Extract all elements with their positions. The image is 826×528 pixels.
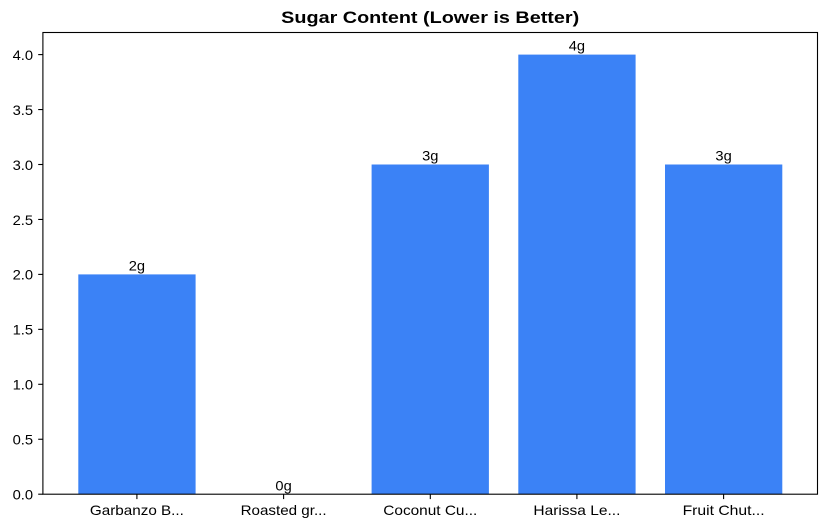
svg-text:1.5: 1.5: [13, 322, 34, 338]
svg-text:3.5: 3.5: [13, 102, 34, 118]
svg-text:Sugar Content (Lower is Better: Sugar Content (Lower is Better): [281, 8, 579, 27]
svg-text:4g: 4g: [569, 38, 585, 54]
svg-text:0.5: 0.5: [13, 432, 34, 448]
svg-text:Fruit Chut...: Fruit Chut...: [683, 502, 765, 518]
svg-text:0.0: 0.0: [13, 487, 34, 503]
svg-text:Harissa Le...: Harissa Le...: [533, 502, 620, 518]
svg-text:4.0: 4.0: [13, 47, 34, 63]
svg-text:Garbanzo B...: Garbanzo B...: [90, 502, 184, 518]
svg-text:3.0: 3.0: [13, 157, 34, 173]
svg-text:0g: 0g: [275, 478, 291, 494]
svg-text:1.0: 1.0: [13, 377, 34, 393]
svg-text:2.5: 2.5: [13, 212, 34, 228]
svg-text:Roasted gr...: Roasted gr...: [241, 502, 327, 518]
svg-text:3g: 3g: [422, 148, 438, 164]
svg-text:2.0: 2.0: [13, 267, 34, 283]
svg-text:Coconut Cu...: Coconut Cu...: [383, 502, 477, 518]
svg-text:2g: 2g: [129, 258, 145, 274]
svg-text:3g: 3g: [715, 148, 731, 164]
